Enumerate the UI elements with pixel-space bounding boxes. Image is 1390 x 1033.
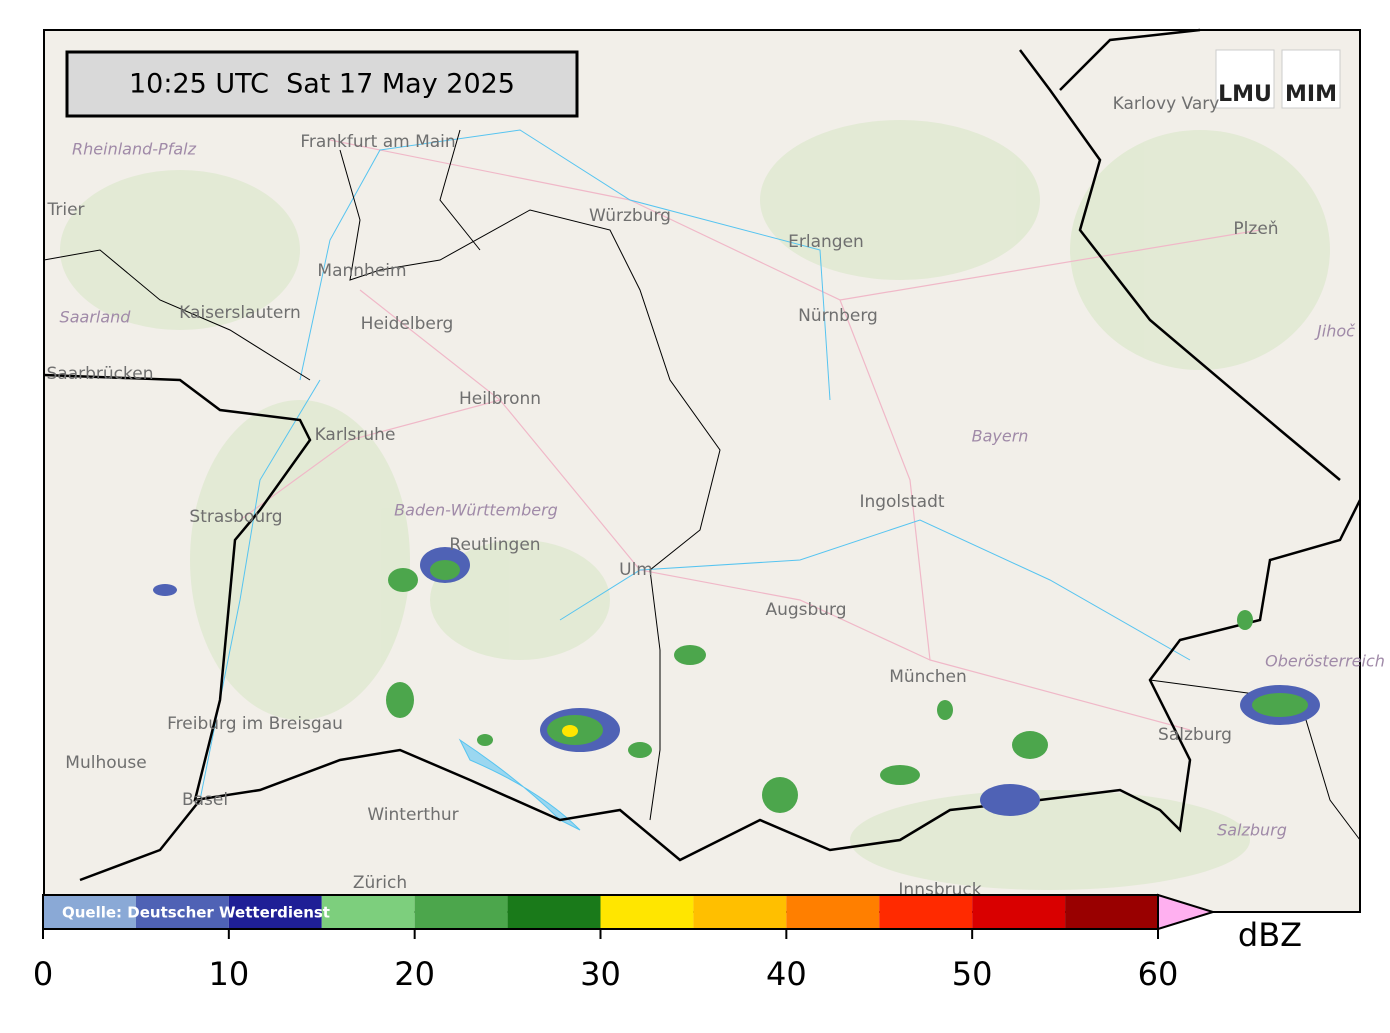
state-borders [43, 129, 1361, 841]
radar-echoes [153, 547, 1320, 816]
colorbar-bin [786, 895, 880, 929]
place-label: Karlsruhe [315, 425, 396, 445]
region-label: Bayern [972, 427, 1029, 446]
place-label: Augsburg [765, 600, 846, 620]
place-label: Basel [182, 790, 228, 810]
region-label: Rheinland-Pfalz [72, 140, 197, 159]
place-label: Zürich [353, 873, 407, 893]
colorbar-bin [1065, 895, 1158, 929]
colorbar-bin [600, 895, 694, 929]
region-label: Oberösterreich [1265, 652, 1385, 671]
logo-lmu: LMU [1218, 82, 1272, 107]
place-label: Ulm [619, 560, 653, 580]
place-label: Reutlingen [449, 535, 540, 555]
colorbar-bin [414, 895, 508, 929]
colorbar-bin [693, 895, 787, 929]
colorbar-bin [972, 895, 1066, 929]
forest-areas [60, 120, 1330, 890]
colorbar-tick-label: 60 [1138, 955, 1179, 993]
region-label: Salzburg [1217, 821, 1287, 840]
logo-box [1215, 49, 1275, 109]
colorbar-tick-label: 20 [394, 955, 435, 993]
place-label: Winterthur [367, 805, 458, 825]
place-label: Freiburg im Breisgau [167, 714, 343, 734]
colorbar-bin [135, 895, 229, 929]
place-label: Mulhouse [65, 753, 146, 773]
colorbar-tick-label: 0 [33, 955, 53, 993]
place-label: München [889, 667, 967, 687]
colorbar-tick-label: 40 [766, 955, 807, 993]
place-label: Saarbrücken [47, 364, 154, 384]
colorbar-tick-label: 30 [580, 955, 621, 993]
colorbar-unit: dBZ [1238, 916, 1302, 954]
place-label: Trier [46, 200, 84, 220]
place-label: Frankfurt am Main [300, 132, 455, 152]
region-label: Jihoč [1314, 322, 1356, 341]
colorbar-bin [43, 895, 136, 929]
place-label: Nürnberg [798, 306, 878, 326]
colorbar-tick-label: 10 [208, 955, 249, 993]
place-label: Heilbronn [459, 389, 541, 409]
place-label: Mannheim [317, 261, 406, 281]
logo-mim: MIM [1285, 82, 1337, 107]
logo-box [1281, 49, 1341, 109]
place-label: Erlangen [788, 232, 864, 252]
place-label: Würzburg [589, 206, 671, 226]
place-label: Strasbourg [189, 507, 282, 527]
timestamp-box [65, 50, 579, 118]
colorbar-bin [507, 895, 601, 929]
source-credit: Quelle: Deutscher Wetterdienst [62, 904, 330, 922]
colorbar-bin [879, 895, 973, 929]
lake-constance [458, 738, 581, 831]
place-label: Heidelberg [361, 314, 454, 334]
region-label: Saarland [60, 308, 132, 327]
place-label: Kaiserslautern [179, 303, 301, 323]
colorbar-bin [321, 895, 415, 929]
place-label: Karlovy Vary [1113, 94, 1220, 114]
region-label: Baden-Württemberg [394, 501, 558, 520]
timestamp: 10:25 UTC Sat 17 May 2025 [129, 69, 515, 100]
place-label: Ingolstadt [859, 492, 944, 512]
place-label: Plzeň [1233, 219, 1278, 239]
colorbar-bin [228, 895, 322, 929]
colorbar-tick-label: 50 [952, 955, 993, 993]
place-label: Salzburg [1158, 725, 1232, 745]
